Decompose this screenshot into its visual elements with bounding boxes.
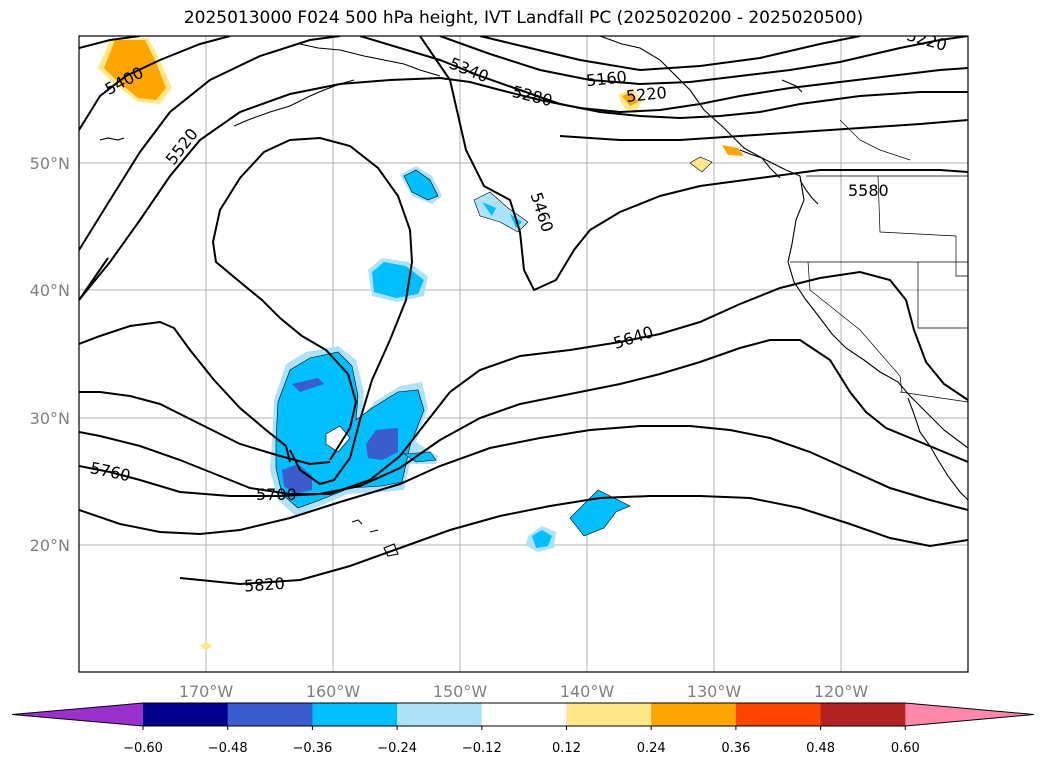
contour-label: 5700 bbox=[256, 485, 297, 504]
colorbar-segment bbox=[397, 703, 483, 726]
colorbar-segment bbox=[143, 703, 229, 726]
lon-label-150w: 150°W bbox=[433, 682, 488, 701]
lat-label-50: 50°N bbox=[30, 154, 70, 173]
height-contours bbox=[79, 36, 968, 586]
colorbar-tick-label: −0.24 bbox=[377, 741, 417, 756]
colorbar-tick-label: 0.36 bbox=[721, 741, 750, 756]
contour-label: 5820 bbox=[243, 574, 285, 596]
lat-label-20: 20°N bbox=[30, 536, 70, 555]
colorbar-segment bbox=[820, 703, 906, 726]
colorbar-tick-label: −0.48 bbox=[208, 741, 248, 756]
lon-label-130w: 130°W bbox=[687, 682, 742, 701]
colorbar-tick-label: −0.60 bbox=[123, 741, 163, 756]
ivt-shading bbox=[98, 38, 744, 651]
contour-label: 5160 bbox=[585, 67, 627, 90]
colorbar-segment bbox=[735, 703, 822, 726]
lat-label-30: 30°N bbox=[30, 409, 70, 428]
contour-label: 5220 bbox=[625, 83, 667, 106]
colorbar-tick-label: 0.60 bbox=[891, 741, 920, 756]
colorbar-tick-label: 0.48 bbox=[806, 741, 835, 756]
map-frame bbox=[78, 35, 969, 673]
colorbar-tick-labels: −0.60 −0.48 −0.36 −0.24 −0.12 0.12 0.24 0.36 0.4… bbox=[123, 726, 920, 756]
lon-label-170w: 170°W bbox=[179, 682, 234, 701]
lon-label-120w: 120°W bbox=[814, 682, 869, 701]
colorbar-segment bbox=[651, 703, 737, 726]
colorbar-extend-max bbox=[905, 703, 1034, 726]
lon-label-140w: 140°W bbox=[560, 682, 615, 701]
latitude-labels: 50°N 40°N 30°N 20°N bbox=[30, 154, 70, 555]
colorbar-tick-label: 0.24 bbox=[637, 741, 666, 756]
colorbar bbox=[11, 702, 1035, 727]
colorbar-extend-min bbox=[12, 703, 143, 726]
contour-label: 5580 bbox=[848, 181, 889, 200]
map-title: 2025013000 F024 500 hPa height, IVT Land… bbox=[183, 8, 864, 28]
colorbar-tick-label: 0.12 bbox=[552, 741, 581, 756]
colorbar-tick-label: −0.36 bbox=[292, 741, 332, 756]
lon-label-160w: 160°W bbox=[306, 682, 361, 701]
colorbar-segment bbox=[566, 703, 652, 726]
colorbar-segment bbox=[481, 703, 567, 726]
graticule bbox=[79, 36, 968, 672]
lat-label-40: 40°N bbox=[30, 281, 70, 300]
colorbar-tick-label: −0.12 bbox=[462, 741, 502, 756]
colorbar-segment bbox=[312, 703, 398, 726]
colorbar-segment bbox=[227, 703, 313, 726]
longitude-labels: 170°W 160°W 150°W 140°W 130°W 120°W bbox=[179, 682, 869, 701]
